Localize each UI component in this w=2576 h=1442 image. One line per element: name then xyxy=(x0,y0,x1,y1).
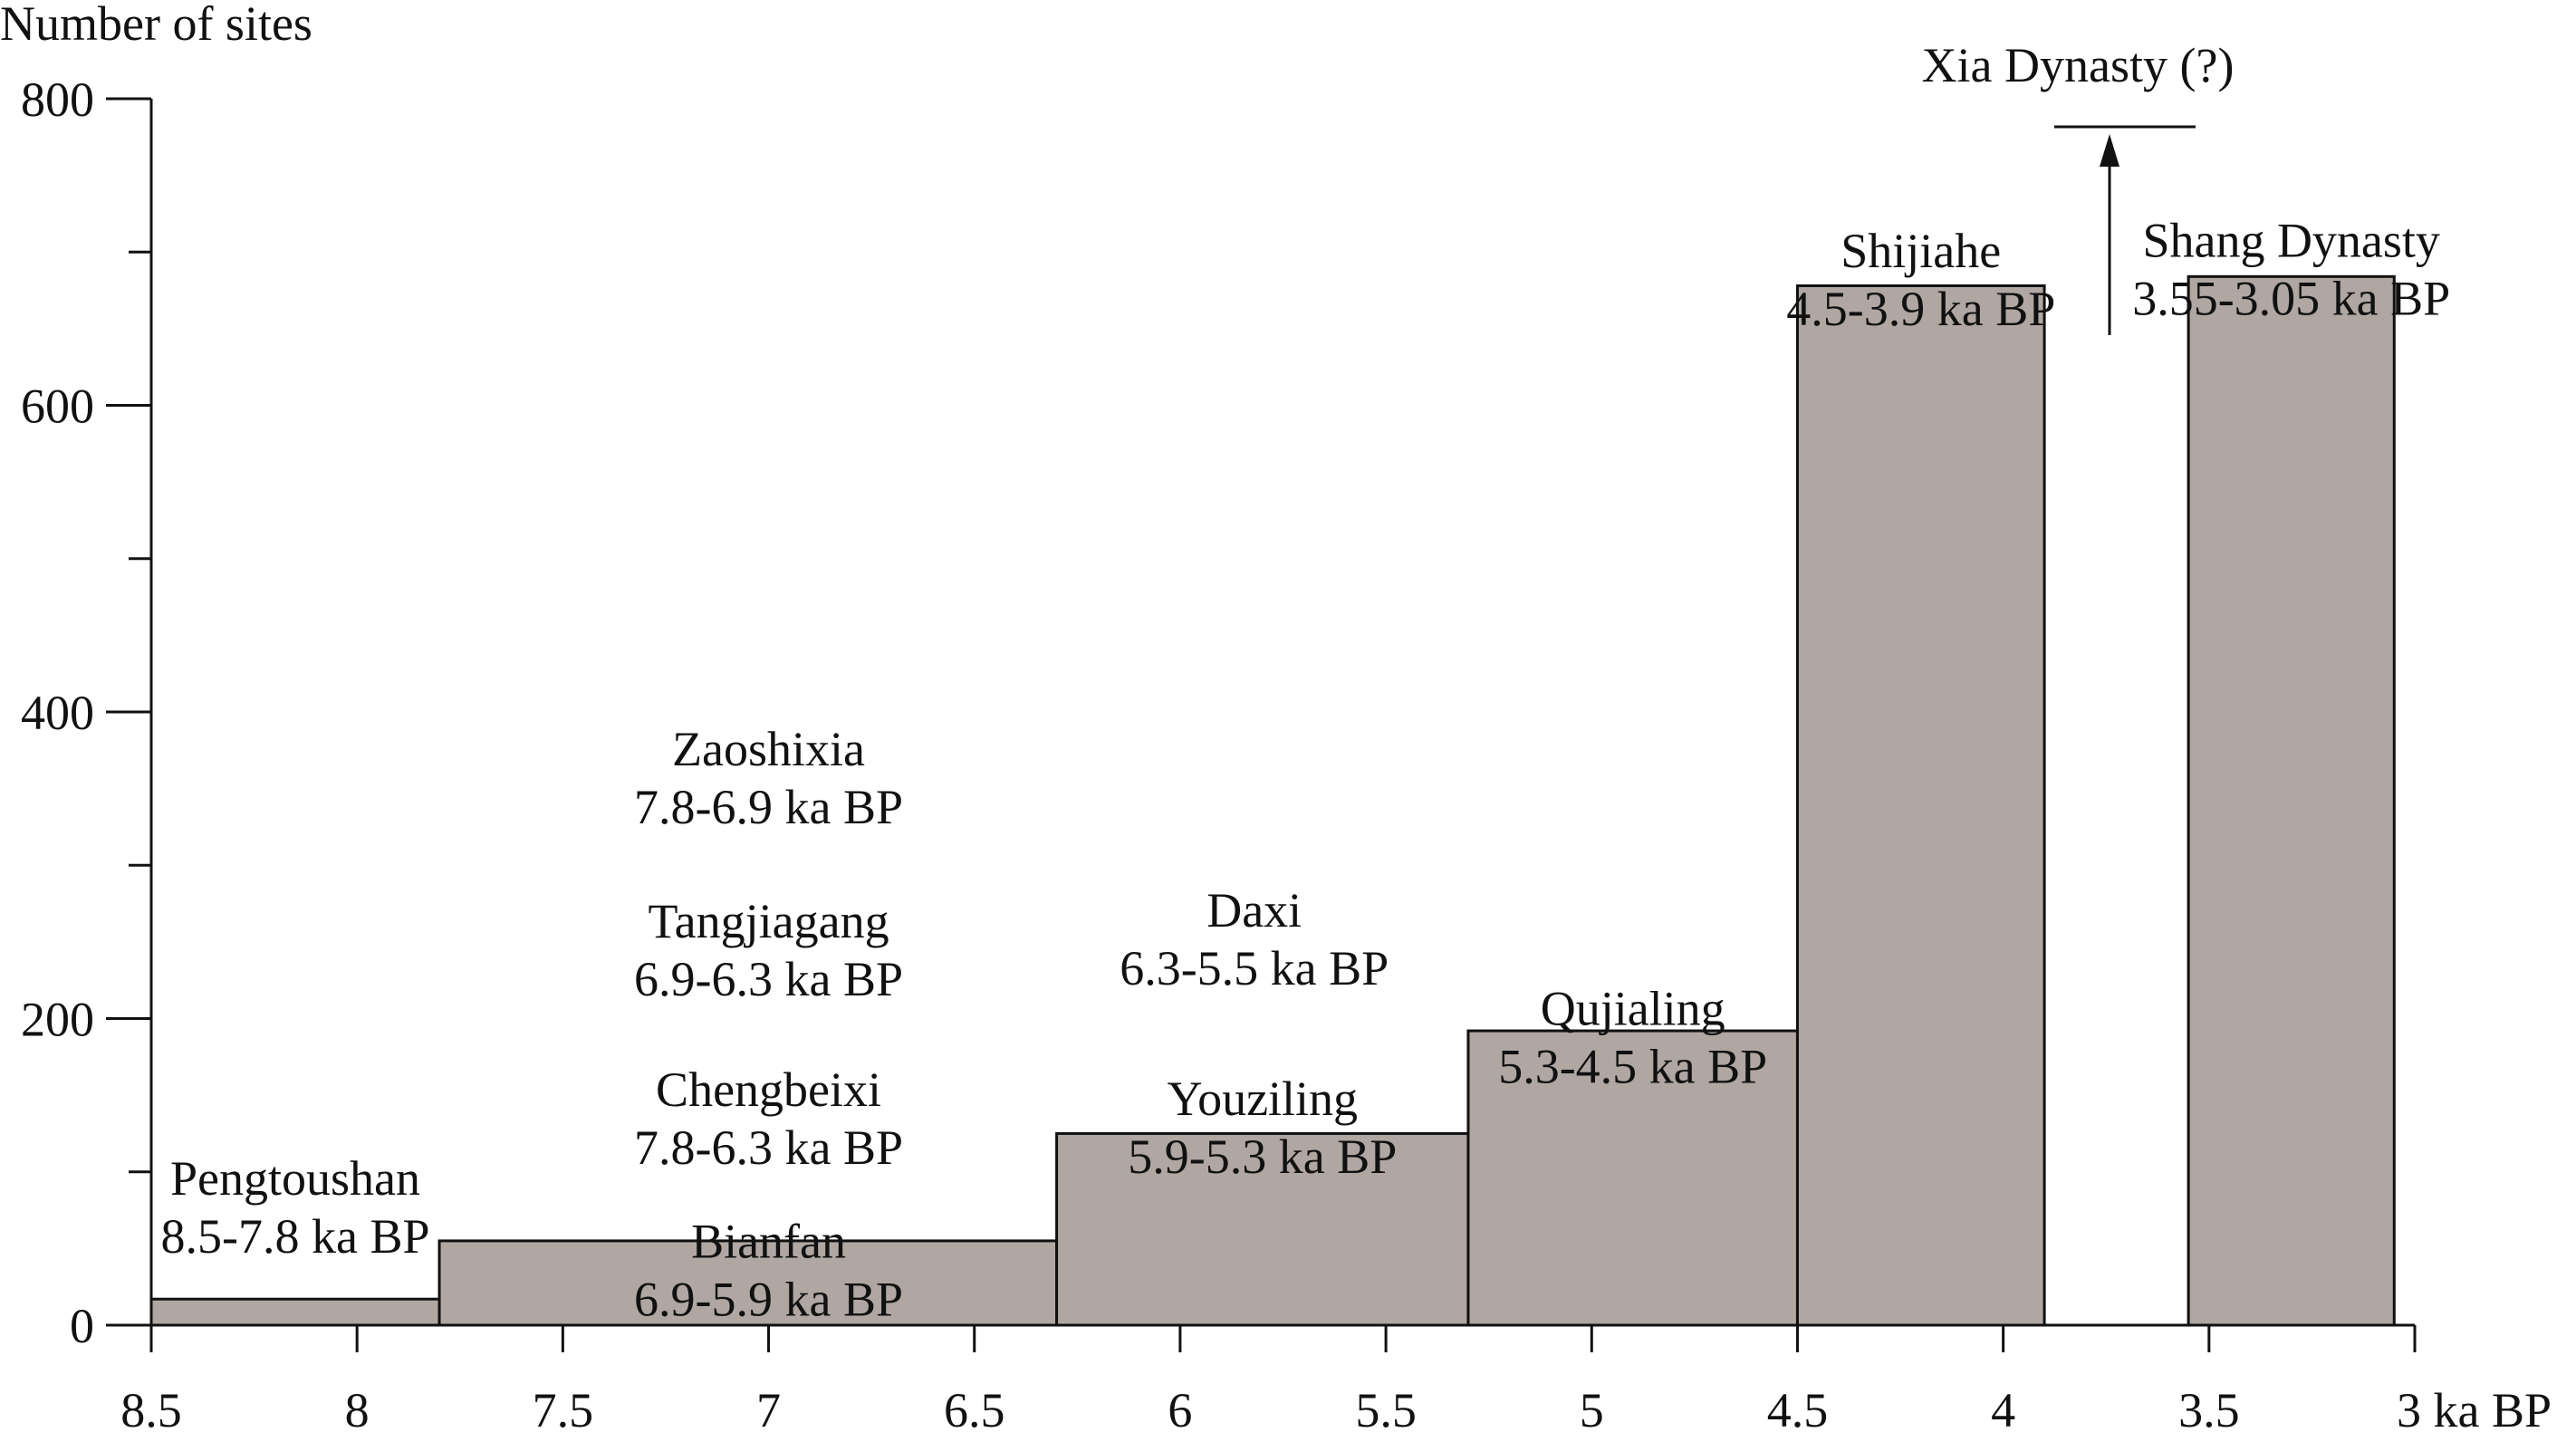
x-tick-label-3: 7 xyxy=(756,1383,781,1437)
x-tick-label-1: 8 xyxy=(345,1383,370,1437)
x-tick-label-2: 7.5 xyxy=(533,1383,594,1437)
y-tick-label-600: 600 xyxy=(21,380,94,434)
bar-1 xyxy=(437,1239,1059,1327)
culture-name-qujialing: Qujialing xyxy=(1541,981,1725,1035)
culture-name-shang-dynasty: Shang Dynasty xyxy=(2142,213,2439,267)
culture-period-pengtoushan: 8.5-7.8 ka BP xyxy=(161,1209,430,1264)
bar-0 xyxy=(149,1297,441,1327)
x-tick-label-9: 4 xyxy=(1991,1383,2015,1437)
culture-name-shijiahe: Shijiahe xyxy=(1841,224,2001,278)
culture-period-tangjiagang: 6.9-6.3 ka BP xyxy=(634,952,903,1006)
culture-period-qujialing: 5.3-4.5 ka BP xyxy=(1498,1039,1767,1093)
xia-dynasty-annotation: Xia Dynasty (?) xyxy=(1922,38,2235,92)
xia-arrow-head-icon xyxy=(2100,134,2119,167)
culture-period-shijiahe: 4.5-3.9 ka BP xyxy=(1786,282,2055,336)
xia-annotation-group: Xia Dynasty (?) xyxy=(1922,38,2235,335)
bar-5 xyxy=(2187,274,2396,1327)
bars-group xyxy=(149,274,2396,1327)
x-tick-label-11: 3 ka BP xyxy=(2397,1383,2552,1437)
culture-period-zaoshixia: 7.8-6.9 ka BP xyxy=(634,780,903,834)
x-tick-label-5: 6 xyxy=(1168,1383,1192,1437)
culture-period-youziling: 5.9-5.3 ka BP xyxy=(1128,1130,1397,1184)
x-tick-label-10: 3.5 xyxy=(2178,1383,2240,1437)
y-tick-label-0: 0 xyxy=(70,1299,94,1353)
bar-2 xyxy=(1055,1131,1470,1327)
x-tick-label-7: 5 xyxy=(1580,1383,1604,1437)
culture-period-shang-dynasty: 3.55-3.05 ka BP xyxy=(2132,271,2450,325)
culture-name-daxi: Daxi xyxy=(1206,883,1302,937)
bar-3 xyxy=(1466,1029,1799,1327)
y-tick-label-800: 800 xyxy=(21,72,94,127)
culture-name-zaoshixia: Zaoshixia xyxy=(672,722,865,776)
culture-name-youziling: Youziling xyxy=(1167,1072,1358,1126)
x-ticks-group: 8.5 8 7.5 7 6.5 6 5.5 5 4.5 4 3.5 3 ka BP xyxy=(120,1325,2552,1437)
culture-period-chengbeixi: 7.8-6.3 ka BP xyxy=(634,1120,903,1175)
y-tick-label-400: 400 xyxy=(21,686,94,740)
culture-name-tangjiagang: Tangjiagang xyxy=(648,894,889,948)
bar-4 xyxy=(1795,284,2046,1327)
y-ticks-group: 0 200 400 600 800 xyxy=(21,72,151,1353)
culture-period-daxi: 6.3-5.5 ka BP xyxy=(1120,941,1389,995)
x-tick-label-6: 5.5 xyxy=(1355,1383,1417,1437)
culture-name-chengbeixi: Chengbeixi xyxy=(656,1062,881,1117)
y-axis-label: Number of sites xyxy=(0,0,312,51)
culture-name-bianfan: Bianfan xyxy=(691,1215,846,1269)
culture-period-bianfan: 6.9-5.9 ka BP xyxy=(634,1273,903,1327)
y-tick-label-200: 200 xyxy=(21,993,94,1047)
x-tick-label-8: 4.5 xyxy=(1767,1383,1829,1437)
culture-name-pengtoushan: Pengtoushan xyxy=(170,1151,420,1206)
x-tick-label-0: 8.5 xyxy=(120,1383,182,1437)
x-tick-label-4: 6.5 xyxy=(944,1383,1005,1437)
